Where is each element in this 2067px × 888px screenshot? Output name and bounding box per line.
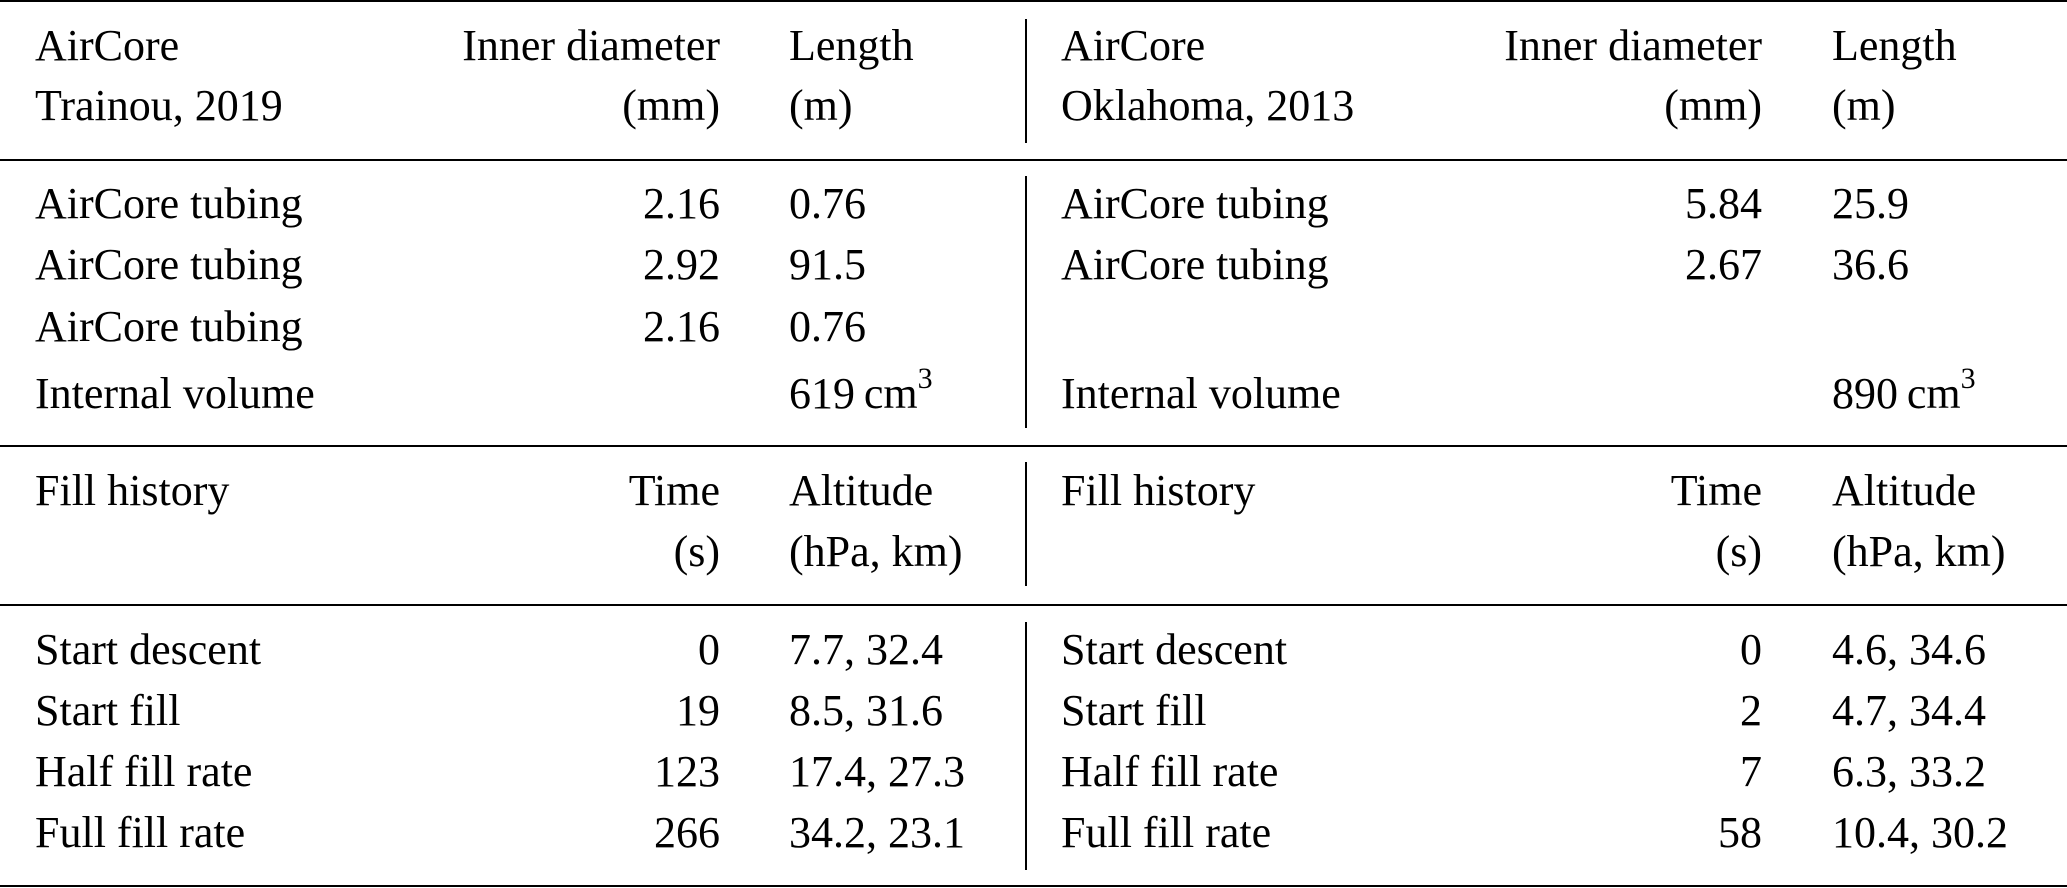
header-rule-1 <box>0 159 2067 161</box>
fill-left-1-altitude: 7.7, 32.4 <box>789 625 943 674</box>
fill-right-2-time: 2 <box>1740 686 1762 735</box>
fill-header-left-time-unit: (s) <box>673 527 720 576</box>
tubing-right-1-label: AirCore tubing <box>1061 179 1329 228</box>
tubing-left-2-length: 91.5 <box>789 240 866 289</box>
fill-right-1-label: Start descent <box>1061 625 1288 674</box>
fill-right-4-label: Full fill rate <box>1061 808 1272 857</box>
fill-left-3-label: Half fill rate <box>35 747 253 796</box>
fill-right-3-altitude: 6.3, 33.2 <box>1832 747 1986 796</box>
fill-right-2-altitude: 4.7, 34.4 <box>1832 686 1986 735</box>
header-right-aircore: AirCore <box>1061 21 1206 70</box>
header-left-aircore: AirCore <box>35 21 180 70</box>
tubing-right-2-label: AirCore tubing <box>1061 240 1329 289</box>
fill-right-3-time: 7 <box>1740 747 1762 796</box>
fill-header-right-altitude: Altitude <box>1832 466 1977 515</box>
fill-header-left-label: Fill history <box>35 466 230 515</box>
volume-left-label: Internal volume <box>35 369 315 418</box>
header-right-diameter: Inner diameter <box>1504 21 1762 70</box>
fill-header-left-time: Time <box>628 466 720 515</box>
header-rule-2 <box>0 604 2067 606</box>
header-left-diameter-unit: (mm) <box>622 81 720 130</box>
tubing-right-2-diameter: 2.67 <box>1685 240 1762 289</box>
volume-right-label: Internal volume <box>1061 369 1341 418</box>
header-left-site: Trainou, 2019 <box>35 81 283 130</box>
fill-right-3-label: Half fill rate <box>1061 747 1279 796</box>
tubing-left-1-length: 0.76 <box>789 179 866 228</box>
fill-left-2-time: 19 <box>676 686 720 735</box>
fill-header-left-altitude-unit: (hPa, km) <box>789 527 963 576</box>
volume-right-value: 890 cm3 <box>1832 362 1976 418</box>
fill-left-1-label: Start descent <box>35 625 262 674</box>
tubing-left-2-diameter: 2.92 <box>643 240 720 289</box>
divider-header-1 <box>1025 19 1027 143</box>
tubing-right-2-length: 36.6 <box>1832 240 1909 289</box>
fill-left-3-altitude: 17.4, 27.3 <box>789 747 965 796</box>
header-right-site: Oklahoma, 2013 <box>1061 81 1355 130</box>
tubing-right-1-diameter: 5.84 <box>1685 179 1762 228</box>
fill-header-right-altitude-unit: (hPa, km) <box>1832 527 2006 576</box>
header-right-length: Length <box>1832 21 1957 70</box>
tubing-left-3-diameter: 2.16 <box>643 302 720 351</box>
fill-left-1-time: 0 <box>698 625 720 674</box>
fill-header-right-time-unit: (s) <box>1715 527 1762 576</box>
volume-left-value: 619 cm3 <box>789 362 933 418</box>
tubing-left-3-label: AirCore tubing <box>35 302 303 351</box>
fill-right-1-altitude: 4.6, 34.6 <box>1832 625 1986 674</box>
fill-left-2-altitude: 8.5, 31.6 <box>789 686 943 735</box>
header-right-diameter-unit: (mm) <box>1664 81 1762 130</box>
header-left-length-unit: (m) <box>789 81 853 130</box>
header-right-length-unit: (m) <box>1832 81 1896 130</box>
divider-header-2 <box>1025 462 1027 586</box>
fill-left-4-altitude: 34.2, 23.1 <box>789 808 965 857</box>
tubing-left-1-label: AirCore tubing <box>35 179 303 228</box>
fill-right-2-label: Start fill <box>1061 686 1207 735</box>
fill-right-4-time: 58 <box>1718 808 1762 857</box>
fill-left-4-time: 266 <box>654 808 720 857</box>
header-left-diameter: Inner diameter <box>462 21 720 70</box>
fill-right-4-altitude: 10.4, 30.2 <box>1832 808 2008 857</box>
fill-header-left-altitude: Altitude <box>789 466 934 515</box>
fill-left-4-label: Full fill rate <box>35 808 246 857</box>
section-rule <box>0 445 2067 447</box>
divider-body-2 <box>1025 622 1027 870</box>
fill-right-1-time: 0 <box>1740 625 1762 674</box>
header-left-length: Length <box>789 21 914 70</box>
fill-left-3-time: 123 <box>654 747 720 796</box>
tubing-left-2-label: AirCore tubing <box>35 240 303 289</box>
top-rule <box>0 0 2067 2</box>
fill-left-2-label: Start fill <box>35 686 181 735</box>
fill-header-right-label: Fill history <box>1061 466 1256 515</box>
bottom-rule <box>0 885 2067 887</box>
tubing-right-1-length: 25.9 <box>1832 179 1909 228</box>
fill-header-right-time: Time <box>1670 466 1762 515</box>
tubing-left-3-length: 0.76 <box>789 302 866 351</box>
tubing-left-1-diameter: 2.16 <box>643 179 720 228</box>
divider-body-1 <box>1025 176 1027 428</box>
